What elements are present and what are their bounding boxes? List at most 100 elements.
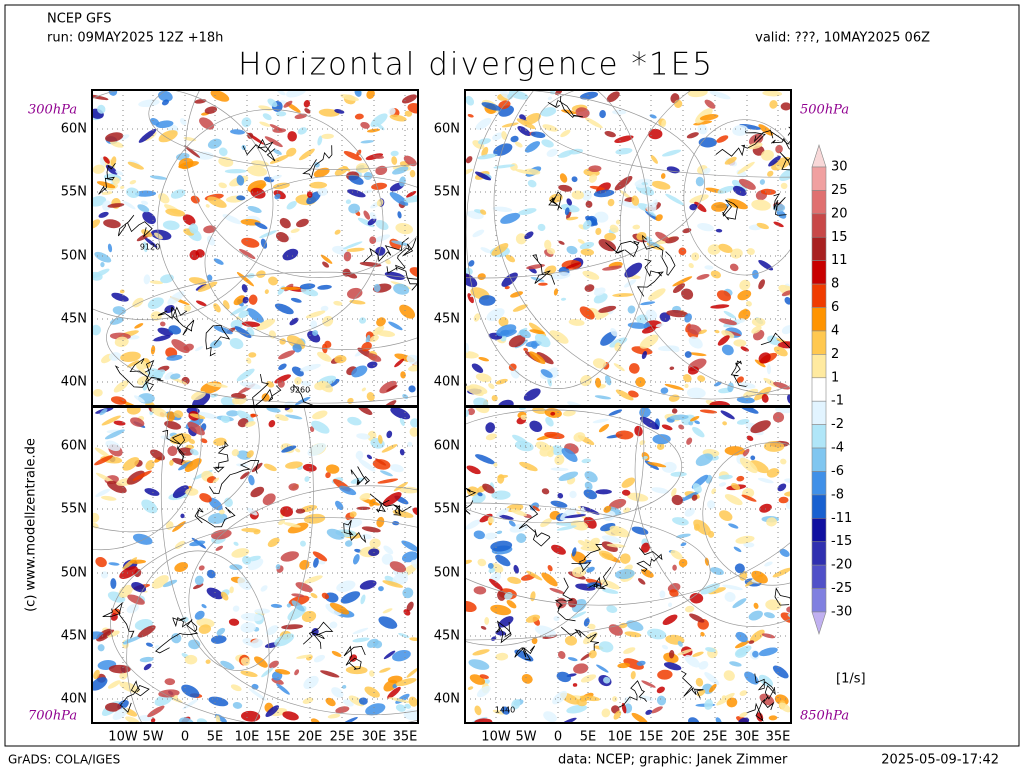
field-blob	[107, 243, 113, 253]
field-blob	[775, 165, 782, 170]
field-blob	[358, 458, 376, 472]
field-blob	[195, 300, 207, 307]
field-blob	[537, 223, 546, 232]
border-line	[209, 460, 260, 494]
field-blob	[507, 93, 513, 100]
field-blob	[641, 542, 651, 553]
field-blob	[538, 282, 548, 286]
field-blob	[613, 363, 625, 372]
field-blob	[615, 219, 621, 225]
field-blob	[189, 540, 206, 547]
field-blob	[282, 248, 299, 261]
field-blob	[407, 441, 413, 447]
field-blob	[93, 388, 103, 397]
field-blob	[409, 169, 416, 178]
field-blob	[101, 191, 113, 195]
field-blob	[268, 420, 276, 428]
field-blob	[704, 672, 720, 686]
field-blob	[365, 703, 386, 716]
field-blob	[624, 631, 642, 638]
field-blob	[333, 300, 343, 306]
field-blob	[347, 416, 362, 426]
field-blob	[241, 117, 252, 128]
field-blob	[366, 454, 373, 460]
field-blob	[601, 541, 618, 552]
field-blob	[399, 304, 416, 319]
field-blob	[729, 263, 739, 272]
field-blob	[582, 270, 600, 280]
field-blob	[566, 216, 579, 221]
field-blob	[303, 99, 311, 108]
field-blob	[250, 187, 266, 199]
field-blob	[465, 351, 479, 359]
field-blob	[210, 90, 230, 102]
field-blob	[93, 669, 100, 680]
field-blob	[729, 661, 742, 667]
field-blob	[648, 128, 663, 140]
field-blob	[321, 592, 330, 600]
field-blob	[381, 444, 398, 453]
field-blob	[733, 185, 747, 196]
field-blob	[410, 418, 418, 428]
field-blob	[557, 650, 566, 659]
field-blob	[543, 711, 557, 723]
field-blob	[173, 410, 184, 418]
field-blob	[305, 310, 326, 319]
field-blob	[496, 324, 517, 337]
field-blob	[580, 375, 592, 387]
field-blob	[231, 548, 250, 558]
field-blob	[247, 205, 262, 213]
field-blob	[628, 390, 639, 398]
field-blob	[465, 519, 481, 530]
border-line	[119, 680, 150, 713]
field-blob	[166, 411, 175, 422]
contour	[619, 90, 791, 395]
field-blob	[584, 481, 593, 490]
contour	[465, 90, 650, 389]
border-line	[571, 543, 602, 573]
field-blob	[754, 359, 766, 368]
field-blob	[758, 279, 765, 290]
field-blob	[742, 448, 750, 457]
field-blob	[704, 557, 710, 566]
field-blob	[401, 551, 418, 563]
field-blob	[477, 153, 498, 160]
field-blob	[395, 678, 417, 687]
field-blob	[699, 114, 719, 121]
field-blob	[736, 418, 750, 425]
field-blob	[94, 455, 113, 466]
field-blob	[576, 698, 588, 707]
field-blob	[283, 522, 301, 528]
field-blob	[325, 472, 331, 479]
lat-label: 55N	[61, 185, 87, 200]
field-blob	[506, 600, 517, 609]
lon-label: 5W	[515, 730, 536, 745]
field-blob	[651, 706, 663, 714]
field-blob	[206, 235, 215, 246]
lat-label: 60N	[61, 122, 87, 137]
field-blob	[404, 703, 411, 709]
field-blob	[296, 218, 309, 228]
field-blob	[215, 545, 224, 551]
field-blob	[532, 407, 547, 415]
border-line	[547, 95, 584, 119]
field-blob	[758, 647, 778, 657]
field-blob	[475, 171, 492, 181]
field-blob	[392, 166, 409, 175]
field-blob	[780, 102, 791, 111]
field-blob	[594, 395, 612, 400]
field-blob	[392, 509, 414, 518]
field-blob	[248, 474, 255, 486]
field-blob	[248, 352, 257, 358]
field-blob	[558, 184, 573, 192]
footer-timestamp: 2025-05-09-17:42	[881, 753, 999, 768]
field-blob	[472, 649, 490, 656]
field-blob	[721, 344, 734, 356]
lat-label: 50N	[61, 566, 87, 581]
field-blob	[366, 392, 375, 401]
field-blob	[132, 470, 152, 481]
field-blob	[722, 584, 743, 591]
field-blob	[584, 284, 595, 292]
field-blob	[551, 445, 564, 456]
field-blob	[602, 265, 622, 271]
